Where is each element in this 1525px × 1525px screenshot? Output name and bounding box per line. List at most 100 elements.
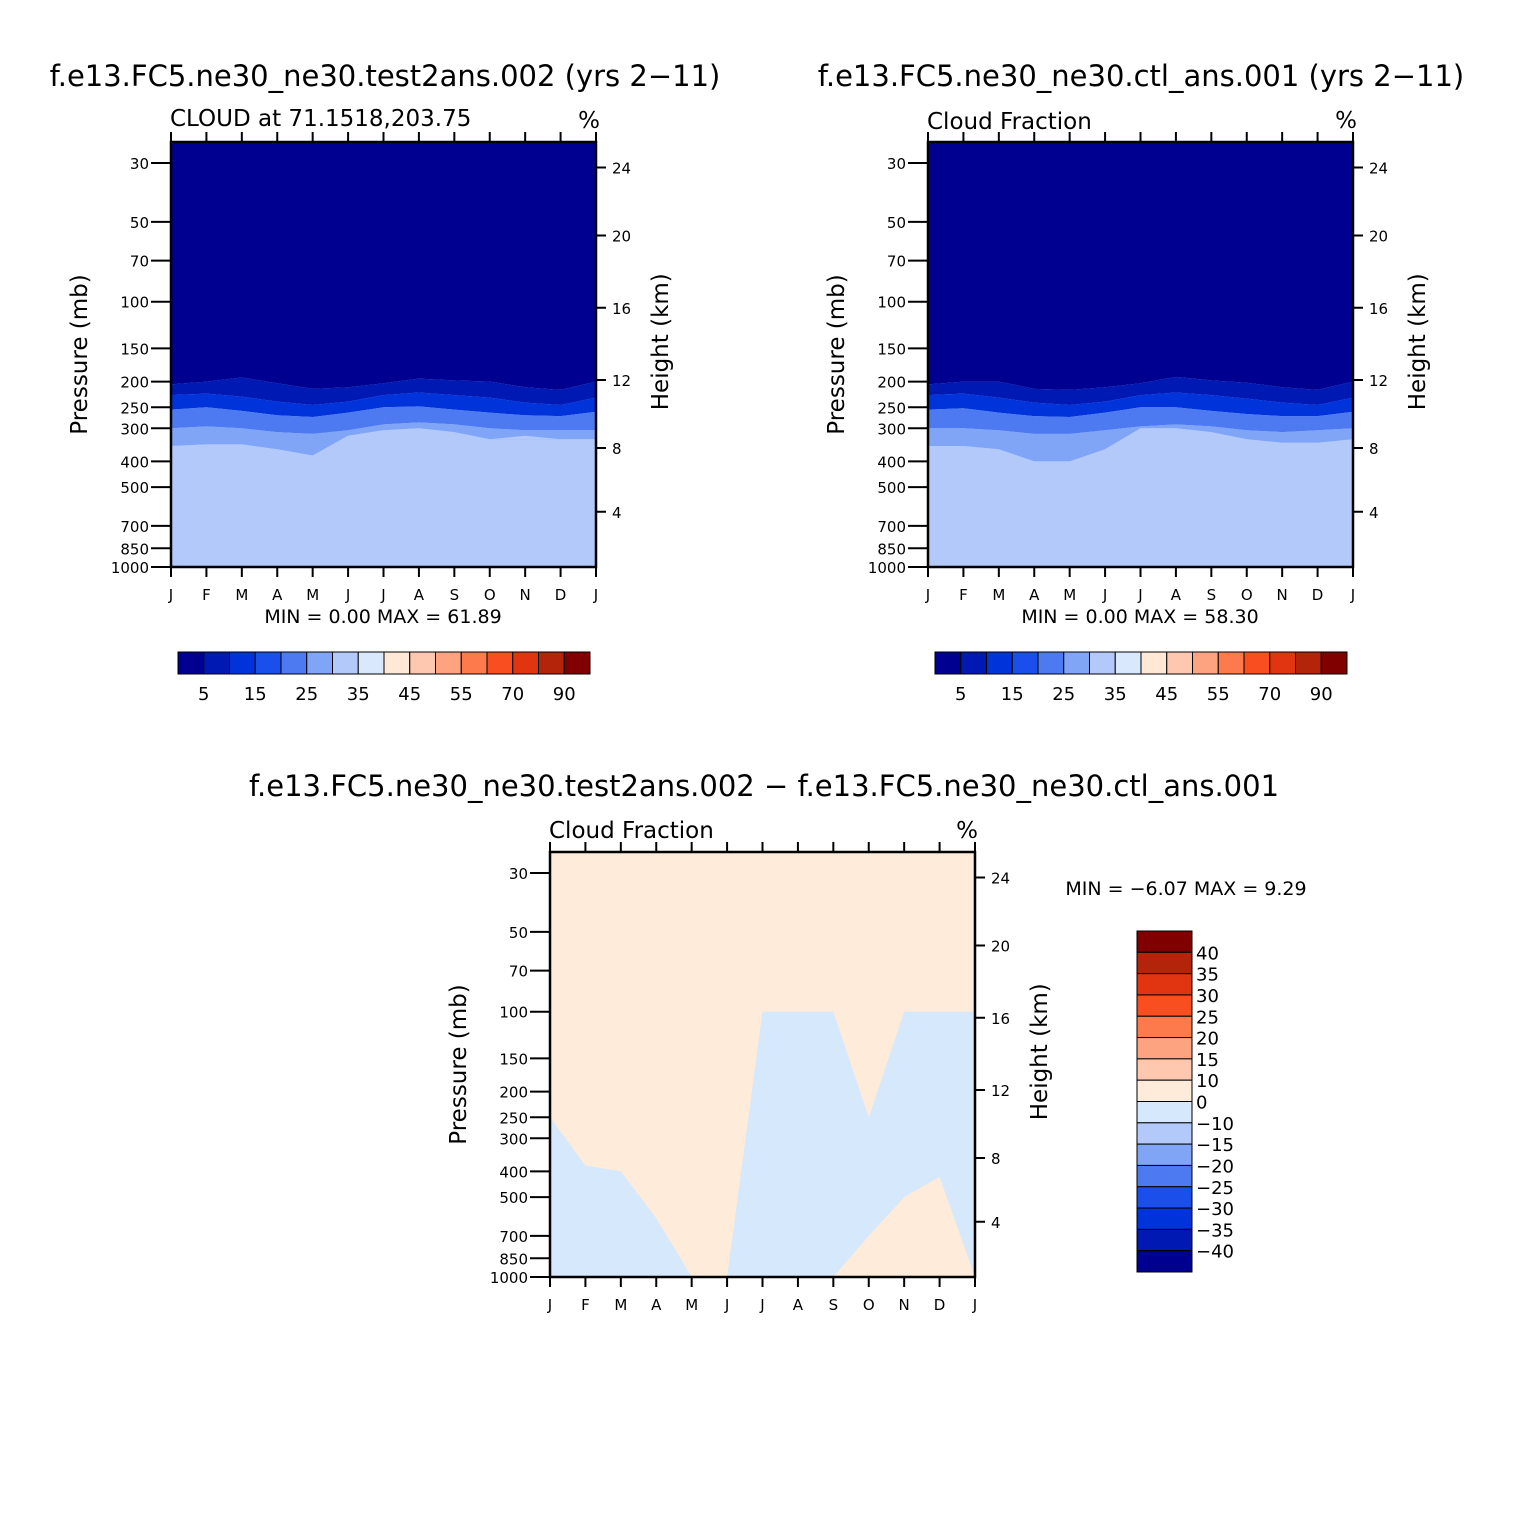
- contour-region: [928, 376, 1353, 405]
- contour-region: [171, 377, 596, 405]
- contour-region: [171, 392, 596, 418]
- y-axis-label: Pressure (mb): [446, 984, 472, 1144]
- y-tick-label: 700: [499, 1228, 528, 1246]
- height-tick-label: 4: [991, 1214, 1001, 1232]
- colorbar-label: 35: [347, 684, 370, 705]
- y-tick-label: 250: [120, 399, 149, 417]
- colorbar-swatch: [1136, 1207, 1193, 1230]
- y-tick-label: 500: [877, 479, 906, 497]
- y-tick-label: 1000: [111, 559, 149, 577]
- colorbar-label: 5: [198, 684, 209, 705]
- x-tick-label: J: [345, 586, 350, 604]
- colorbar-label: 20: [1196, 1029, 1219, 1050]
- y-axis-label-right: Height (km): [1405, 273, 1431, 410]
- panel-test-colorbar: 5 15 25 35 45 55 70 90: [177, 651, 591, 705]
- colorbar-swatch: [1136, 1101, 1193, 1124]
- colorbar-swatch: [1136, 930, 1193, 953]
- y-tick-label: 1000: [490, 1269, 528, 1287]
- y-tick-label: 1000: [868, 559, 906, 577]
- x-tick-label: J: [380, 586, 385, 604]
- y-tick-label: 30: [130, 155, 149, 173]
- y-axis-label: Pressure (mb): [824, 274, 850, 434]
- colorbar-swatch: [1037, 651, 1065, 675]
- colorbar-swatch: [1136, 1058, 1193, 1081]
- panel-difference-minmax: MIN = −6.07 MAX = 9.29: [1065, 878, 1306, 900]
- height-tick-label: 12: [991, 1082, 1010, 1100]
- colorbar-swatch: [960, 651, 987, 675]
- y-tick-label: 70: [509, 963, 528, 981]
- x-tick-label: A: [651, 1296, 662, 1314]
- x-tick-label: J: [1137, 586, 1142, 604]
- x-tick-label: J: [972, 1296, 977, 1314]
- colorbar-label: 70: [501, 684, 524, 705]
- panel-test-minmax: MIN = 0.00 MAX = 61.89: [264, 606, 501, 628]
- y-tick-label: 850: [120, 540, 149, 558]
- contour-region: [171, 428, 596, 567]
- y-tick-label: 500: [120, 479, 149, 497]
- colorbar-swatch: [1269, 651, 1296, 675]
- contour-region: [550, 1011, 975, 1277]
- colorbar-label: 35: [1104, 684, 1127, 705]
- height-tick-label: 8: [612, 440, 622, 458]
- colorbar-swatch: [409, 651, 436, 675]
- x-tick-label: J: [724, 1296, 729, 1314]
- y-tick-label: 70: [887, 253, 906, 271]
- colorbar-swatch: [306, 651, 333, 675]
- colorbar-label: 30: [1196, 986, 1219, 1007]
- x-tick-label: A: [793, 1296, 804, 1314]
- panel-control-minmax: MIN = 0.00 MAX = 58.30: [1021, 606, 1258, 628]
- colorbar-label: 45: [398, 684, 421, 705]
- colorbar-swatch: [1114, 651, 1142, 675]
- y-tick-label: 100: [877, 294, 906, 312]
- height-tick-label: 12: [612, 372, 631, 390]
- colorbar-label: −30: [1196, 1199, 1234, 1220]
- colorbar-swatch: [1166, 651, 1193, 675]
- height-tick-label: 20: [991, 938, 1010, 956]
- y-tick-label: 400: [499, 1163, 528, 1181]
- colorbar-label: 15: [1196, 1050, 1219, 1071]
- contour-region: [550, 1177, 975, 1277]
- colorbar-swatch: [1136, 1186, 1193, 1209]
- colorbar-swatch: [254, 651, 282, 675]
- colorbar-swatch: [1063, 651, 1090, 675]
- x-tick-label: J: [925, 586, 930, 604]
- colorbar-swatch: [934, 651, 962, 675]
- contour-region: [928, 142, 1353, 390]
- panel-test-plot: J F M A M J J A S O N D J 30 50 70 100 150 200 250 300 400 500…: [67, 132, 674, 604]
- colorbar-swatch: [229, 651, 256, 675]
- panel-difference-units: %: [956, 818, 978, 844]
- x-tick-label: A: [414, 586, 425, 604]
- colorbar-swatch: [1320, 651, 1348, 675]
- colorbar-swatch: [563, 651, 591, 675]
- colorbar-label: 25: [295, 684, 318, 705]
- colorbar-swatch: [486, 651, 514, 675]
- panel-test-subtitle: CLOUD at 71.1518,203.75: [170, 106, 471, 132]
- height-tick-label: 24: [991, 870, 1010, 888]
- colorbar-swatch: [1136, 1015, 1193, 1039]
- colorbar-label: −35: [1196, 1220, 1234, 1241]
- y-tick-label: 300: [120, 420, 149, 438]
- contour-region: [928, 428, 1353, 567]
- colorbar-label: 10: [1196, 1071, 1219, 1092]
- colorbar-swatch: [460, 651, 488, 675]
- y-tick-label: 700: [877, 518, 906, 536]
- x-tick-label: S: [1207, 586, 1217, 604]
- height-tick-label: 20: [1369, 228, 1388, 246]
- height-tick-label: 4: [612, 504, 622, 522]
- x-tick-label: M: [992, 586, 1005, 604]
- x-tick-label: F: [581, 1296, 590, 1314]
- y-tick-label: 400: [877, 453, 906, 471]
- colorbar-label: 25: [1196, 1007, 1219, 1028]
- colorbar-label: 90: [553, 684, 576, 705]
- colorbar-label: −10: [1196, 1114, 1234, 1135]
- y-axis-label: Pressure (mb): [67, 274, 93, 434]
- panel-test-units: %: [578, 108, 600, 134]
- x-tick-label: O: [863, 1296, 875, 1314]
- height-tick-label: 24: [612, 160, 631, 178]
- y-tick-label: 850: [877, 540, 906, 558]
- colorbar-label: 70: [1258, 684, 1281, 705]
- colorbar-swatch: [435, 651, 462, 675]
- panel-difference-plot: J F M A M J J A S O N D J 30 50 70 100 150 200 250 300 400 500…: [446, 842, 1053, 1314]
- contour-region: [928, 392, 1353, 418]
